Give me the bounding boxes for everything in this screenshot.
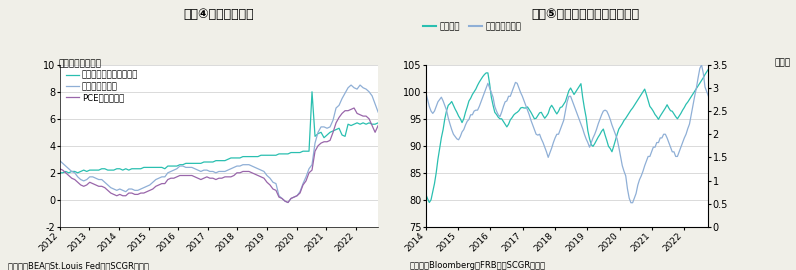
PCEデフレータ bbox=[151, 185, 161, 188]
PCEデフレータ bbox=[314, 144, 323, 147]
消費者物価指数 bbox=[280, 200, 290, 203]
Text: 図表⑤　ドル指数と米長期金利: 図表⑤ ドル指数と米長期金利 bbox=[531, 8, 639, 21]
賃金上昇率（平均時給） bbox=[55, 171, 64, 174]
消費者物価指数 bbox=[55, 159, 64, 162]
Text: 図表④　賃金と物価: 図表④ 賃金と物価 bbox=[184, 8, 254, 21]
賃金上昇率（平均時給） bbox=[340, 135, 349, 138]
ドル指数 bbox=[614, 127, 623, 131]
ドル指数 bbox=[421, 193, 431, 196]
賃金上昇率（平均時給） bbox=[314, 132, 323, 135]
消費者物価指数 bbox=[298, 182, 308, 185]
PCEデフレータ bbox=[283, 201, 293, 204]
長期金利（右） bbox=[626, 201, 636, 204]
長期金利（右） bbox=[642, 160, 651, 163]
Line: 長期金利（右）: 長期金利（右） bbox=[426, 65, 708, 203]
消費者物価指数 bbox=[314, 131, 323, 134]
PCEデフレータ bbox=[55, 167, 64, 170]
賃金上昇率（平均時給） bbox=[307, 90, 317, 93]
ドル指数 bbox=[704, 68, 713, 71]
PCEデフレータ bbox=[349, 106, 359, 110]
Text: （出所：Bloomberg、FRBよりSCGR作成）: （出所：Bloomberg、FRBよりSCGR作成） bbox=[410, 261, 546, 270]
Line: ドル指数: ドル指数 bbox=[426, 69, 708, 202]
PCEデフレータ bbox=[280, 200, 290, 203]
PCEデフレータ bbox=[298, 183, 308, 187]
Line: 消費者物価指数: 消費者物価指数 bbox=[60, 85, 378, 202]
PCEデフレータ bbox=[373, 124, 383, 127]
Text: （％）: （％） bbox=[775, 58, 790, 67]
ドル指数 bbox=[455, 117, 465, 120]
Text: （出所：BEA、St.Louis FedよりSCGR作成）: （出所：BEA、St.Louis FedよりSCGR作成） bbox=[8, 261, 149, 270]
ドル指数 bbox=[642, 93, 651, 96]
長期金利（右） bbox=[612, 137, 622, 140]
長期金利（右） bbox=[421, 91, 431, 94]
賃金上昇率（平均時給） bbox=[295, 151, 305, 154]
消費者物価指数 bbox=[358, 86, 368, 89]
賃金上昇率（平均時給） bbox=[373, 121, 383, 124]
長期金利（右） bbox=[696, 63, 706, 66]
PCEデフレータ bbox=[340, 109, 349, 112]
長期金利（右） bbox=[704, 95, 713, 98]
消費者物価指数 bbox=[373, 110, 383, 114]
消費者物価指数 bbox=[283, 201, 293, 204]
賃金上昇率（平均時給） bbox=[151, 166, 161, 169]
PCEデフレータ bbox=[358, 114, 368, 118]
ドル指数 bbox=[451, 107, 460, 111]
長期金利（右） bbox=[430, 109, 439, 113]
Line: PCEデフレータ: PCEデフレータ bbox=[60, 108, 378, 202]
ドル指数 bbox=[431, 171, 441, 174]
Text: （前年同月比％）: （前年同月比％） bbox=[58, 59, 101, 68]
Legend: 賃金上昇率（平均時給）, 消費者物価指数, PCEデフレータ: 賃金上昇率（平均時給）, 消費者物価指数, PCEデフレータ bbox=[64, 69, 140, 104]
賃金上昇率（平均時給） bbox=[280, 152, 290, 156]
消費者物価指数 bbox=[346, 83, 356, 87]
ドル指数 bbox=[424, 201, 434, 204]
Legend: ドル指数, 長期金利（右）: ドル指数, 長期金利（右） bbox=[422, 21, 523, 33]
消費者物価指数 bbox=[340, 92, 349, 95]
長期金利（右） bbox=[449, 133, 458, 136]
消費者物価指数 bbox=[151, 178, 161, 181]
賃金上昇率（平均時給） bbox=[355, 123, 365, 126]
Line: 賃金上昇率（平均時給）: 賃金上昇率（平均時給） bbox=[60, 92, 378, 173]
長期金利（右） bbox=[525, 113, 534, 116]
長期金利（右） bbox=[454, 138, 463, 141]
ドル指数 bbox=[526, 111, 536, 114]
